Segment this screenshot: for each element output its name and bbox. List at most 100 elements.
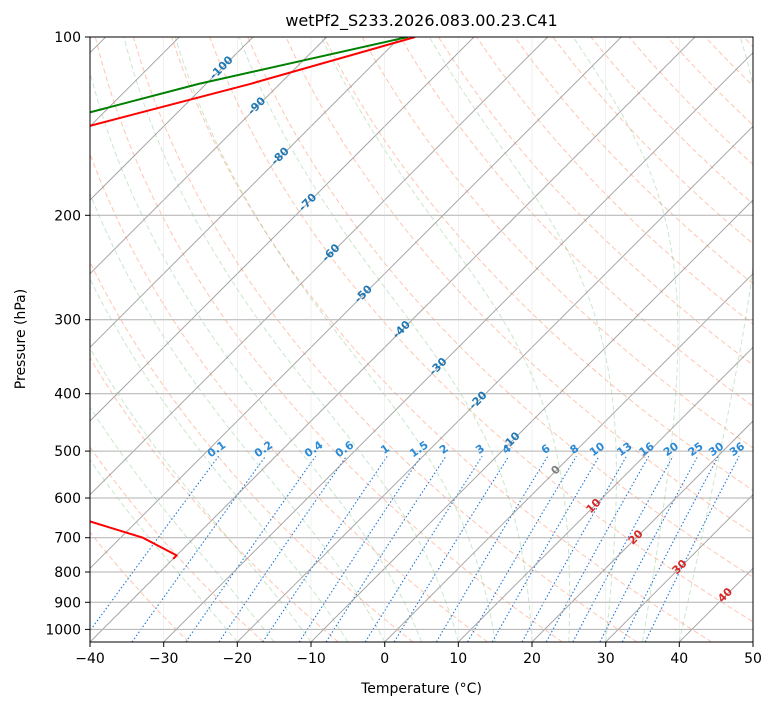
isotherm-line	[90, 37, 401, 349]
y-tick-label: 600	[54, 491, 81, 507]
x-tick-label: −40	[75, 651, 105, 667]
isotherm-label: -40	[390, 318, 413, 341]
moist-adiabat-line	[123, 37, 459, 642]
y-axis-label: Pressure (hPa)	[13, 289, 29, 389]
mixing-ratio-label: 25	[686, 440, 706, 459]
x-tick-label: 50	[744, 651, 762, 667]
mixing-ratio-label: 0.1	[205, 438, 228, 460]
isotherm-line	[752, 641, 753, 642]
mixing-ratio-line	[262, 455, 388, 642]
mixing-ratio-label: 13	[614, 440, 634, 459]
x-axis-label: Temperature (°C)	[360, 681, 482, 697]
y-tick-label: 500	[54, 444, 81, 460]
isotherm-label: -50	[352, 282, 375, 305]
isotherm-line	[236, 125, 753, 642]
mixing-ratio-line	[599, 455, 699, 642]
moist-adiabat-line	[238, 37, 533, 642]
x-tick-label: −30	[149, 651, 179, 667]
y-tick-label: 900	[54, 595, 81, 611]
isotherm-line	[90, 37, 328, 275]
isotherm-line	[90, 37, 254, 201]
dry-adiabat-line	[90, 531, 190, 642]
mixing-ratio-line	[491, 455, 600, 642]
isotherm-line	[678, 567, 753, 642]
x-tick-label: −10	[296, 651, 326, 667]
mixing-ratio-line	[572, 455, 674, 642]
mixing-ratio-label: 0.4	[302, 438, 326, 460]
mixing-ratio-label: 0.2	[252, 438, 275, 460]
y-tick-label: 200	[54, 208, 81, 224]
dry-adiabat-line	[361, 37, 753, 449]
mixing-ratio-line	[325, 455, 447, 642]
mixing-ratio-line	[90, 455, 220, 632]
dry-adiabat-line	[666, 37, 753, 126]
moist-adiabat-line	[320, 37, 571, 642]
mixing-ratio-line	[435, 455, 549, 642]
mixing-ratio-label: 6	[539, 442, 553, 457]
mixing-ratio-line	[131, 455, 267, 642]
isotherm-line	[90, 37, 549, 496]
moist-adiabat-line	[90, 347, 312, 642]
x-tick-label: 10	[449, 651, 467, 667]
dry-adiabat-line	[247, 37, 753, 578]
moist-adiabat-line	[90, 192, 386, 642]
y-tick-label: 1000	[45, 622, 81, 638]
dry-adiabat-line	[437, 37, 753, 366]
plot-frame	[89, 36, 754, 643]
y-axis-ticks: 100 200 300 400 500 600 700 800 900 1000	[45, 30, 90, 638]
mixing-ratio-label: 1.5	[407, 438, 430, 460]
isotherm-label: -60	[319, 241, 342, 264]
x-tick-label: −20	[223, 651, 253, 667]
isotherm-line	[90, 37, 475, 422]
dry-adiabat-line	[94, 37, 563, 642]
moist-adiabat-line	[428, 37, 617, 642]
mixing-ratio-label: 8	[568, 442, 582, 457]
isotherm-label: -70	[296, 190, 319, 213]
mixing-ratio-label: 3	[473, 442, 487, 457]
dry-adiabat-line	[209, 37, 753, 623]
dry-adiabat-line	[90, 356, 339, 642]
isotherm-label: 20	[626, 527, 646, 547]
dry-adiabat-line	[704, 37, 753, 87]
isotherm-label: 0	[548, 462, 563, 477]
x-tick-label: 0	[380, 651, 389, 667]
dry-adiabat-line	[285, 37, 753, 535]
moist-adiabat-line	[90, 459, 238, 642]
moist-adiabat-line	[678, 37, 753, 642]
background-lines	[90, 37, 753, 642]
isotherm-line	[384, 272, 753, 642]
moist-adiabat-line	[90, 278, 349, 642]
y-tick-label: 300	[54, 313, 81, 329]
moist-adiabat-line	[174, 37, 496, 642]
dry-adiabat-line	[743, 37, 753, 48]
isotherm-line	[90, 37, 622, 570]
isotherm-line	[531, 420, 753, 642]
dry-adiabat-line	[132, 37, 638, 642]
dry-adiabat-line	[171, 37, 712, 642]
dry-adiabat-line	[514, 37, 753, 285]
mixing-ratio-label: 16	[637, 439, 657, 459]
dry-adiabat-line	[90, 152, 488, 642]
moist-adiabat-line	[572, 37, 679, 642]
mixing-ratio-line	[185, 455, 317, 642]
mixing-ratio-label: 10	[587, 439, 607, 459]
isotherm-label: -30	[426, 355, 449, 378]
isotherm-label: 30	[670, 557, 690, 577]
isotherm-line	[163, 51, 753, 642]
dry-adiabat-line	[323, 37, 753, 491]
mixing-ratio-label: 2	[437, 442, 451, 457]
y-tick-label: 700	[54, 531, 81, 547]
moist-adiabat-line	[90, 406, 275, 642]
moist-adiabat-line	[90, 70, 422, 642]
mixing-ratio-label: 30	[706, 439, 726, 459]
mixing-ratio-label: 20	[661, 439, 681, 459]
dry-adiabat-line	[399, 37, 753, 407]
chart-title: wetPf2_S233.2026.083.00.23.C41	[285, 11, 557, 31]
mixing-ratio-line	[364, 455, 483, 642]
x-tick-label: 40	[670, 651, 688, 667]
dry-adiabat-line	[590, 37, 753, 205]
y-tick-label: 800	[54, 565, 81, 581]
isotherm-line	[310, 199, 753, 642]
mixing-ratio-line	[298, 455, 422, 642]
